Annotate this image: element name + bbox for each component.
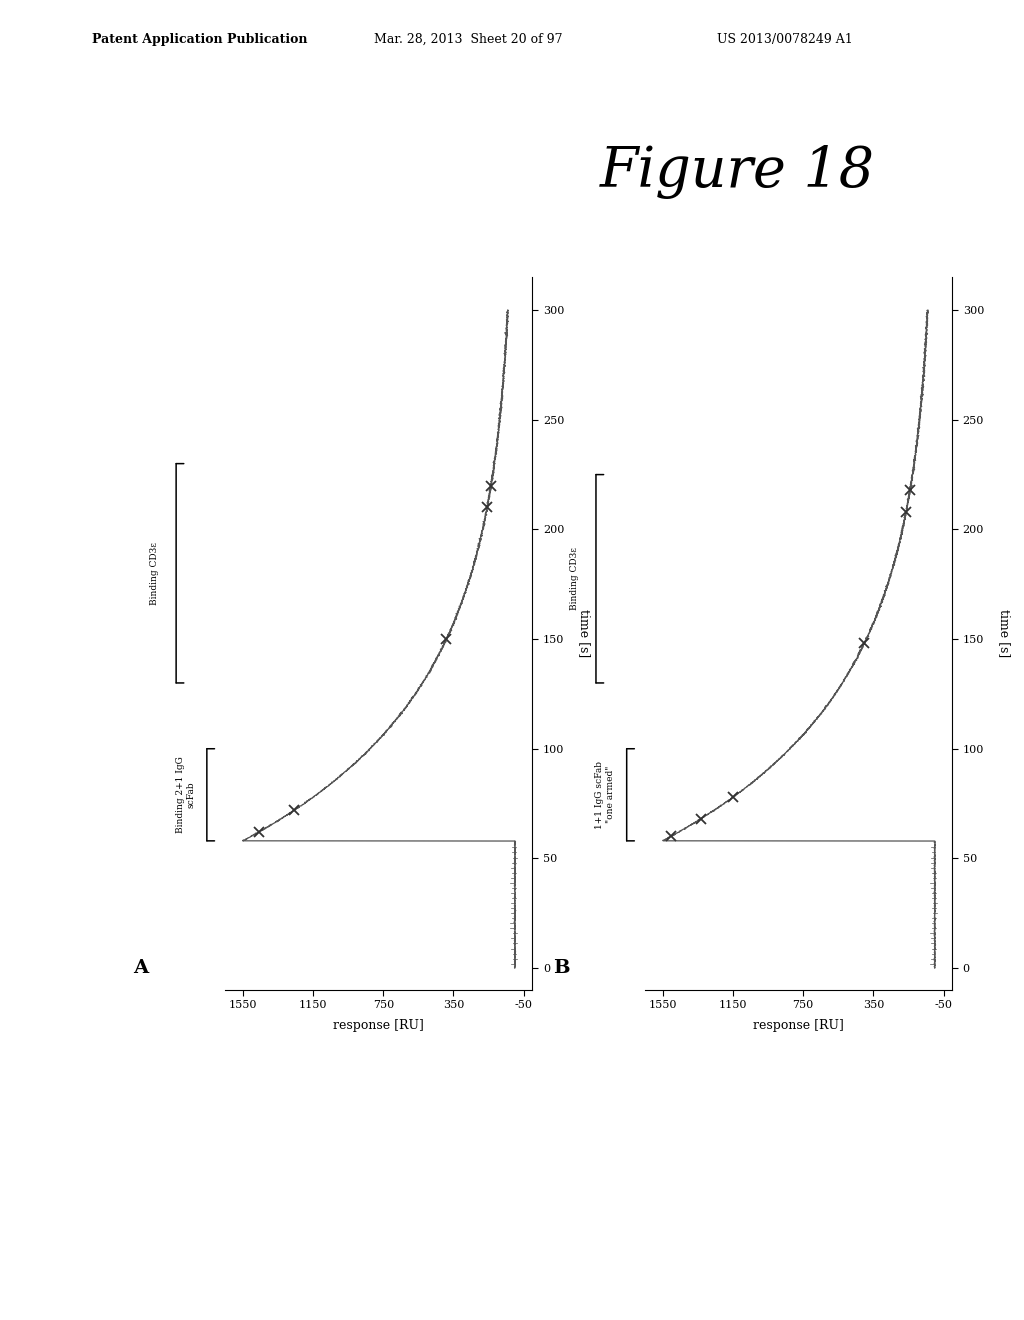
- Y-axis label: time [s]: time [s]: [579, 610, 591, 657]
- Text: US 2013/0078249 A1: US 2013/0078249 A1: [717, 33, 853, 46]
- Text: B: B: [553, 958, 569, 977]
- Text: Binding CD3ε: Binding CD3ε: [570, 548, 579, 610]
- Text: Binding 2+1 IgG
scFab: Binding 2+1 IgG scFab: [176, 756, 195, 833]
- X-axis label: response [RU]: response [RU]: [334, 1019, 424, 1032]
- Text: 1+1 IgG scFab
"one armed": 1+1 IgG scFab "one armed": [596, 760, 614, 829]
- Text: Figure 18: Figure 18: [600, 144, 874, 199]
- Text: A: A: [133, 958, 148, 977]
- Text: Binding CD3ε: Binding CD3ε: [151, 541, 159, 605]
- X-axis label: response [RU]: response [RU]: [754, 1019, 844, 1032]
- Text: Patent Application Publication: Patent Application Publication: [92, 33, 307, 46]
- Text: Mar. 28, 2013  Sheet 20 of 97: Mar. 28, 2013 Sheet 20 of 97: [374, 33, 562, 46]
- Y-axis label: time [s]: time [s]: [998, 610, 1011, 657]
